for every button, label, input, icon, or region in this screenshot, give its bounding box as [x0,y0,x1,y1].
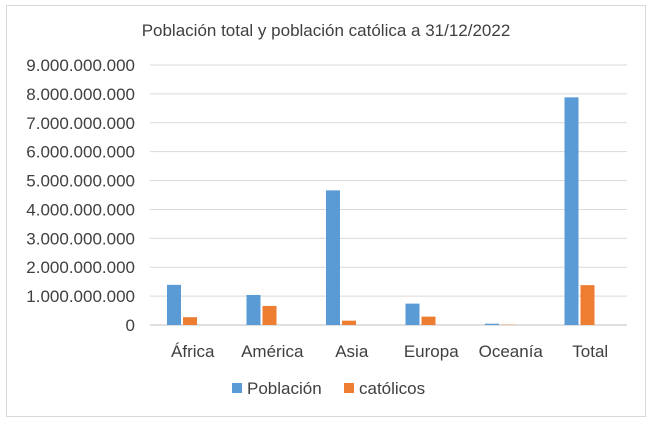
y-tick-label: 3.000.000.000 [26,229,135,248]
y-tick-label: 5.000.000.000 [26,172,135,191]
legend-label-catolicos: católicos [359,379,425,398]
bar-catolicos [342,320,356,325]
bar-catolicos [421,316,436,325]
gridlines [150,64,627,326]
bar-poblacion [485,323,499,325]
bar-catolicos [183,317,197,325]
y-tick-label: 8.000.000.000 [26,85,135,104]
y-tick-label: 0 [126,316,135,335]
y-tick-label: 6.000.000.000 [26,143,135,162]
bar-catolicos [262,305,277,325]
bars [167,97,595,325]
legend: Población católicos [232,379,425,398]
x-axis-tick-labels: África América Asia Europa Oceanía Total [171,342,608,361]
y-tick-label: 1.000.000.000 [26,287,135,306]
x-tick-label: Europa [404,342,459,361]
y-tick-label: 4.000.000.000 [26,200,135,219]
legend-label-poblacion: Población [247,379,322,398]
y-axis-tick-labels: 0 1.000.000.000 2.000.000.000 3.000.000.000… [26,56,135,335]
x-tick-label: Oceanía [479,342,544,361]
bar-poblacion [405,303,420,325]
bar-poblacion [564,97,579,325]
bar-poblacion [326,190,340,325]
x-tick-label: América [241,342,304,361]
x-tick-label: Total [572,342,608,361]
bar-poblacion [246,294,261,325]
y-tick-label: 2.000.000.000 [26,258,135,277]
legend-swatch-poblacion [232,383,242,393]
x-tick-label: África [171,342,215,361]
x-tick-label: Asia [335,342,369,361]
y-tick-label: 9.000.000.000 [26,56,135,75]
y-tick-label: 7.000.000.000 [26,114,135,133]
bar-catolicos [580,285,595,325]
chart-title: Población total y población católica a 3… [142,21,511,40]
bar-poblacion [167,284,181,325]
legend-swatch-catolicos [344,383,354,393]
